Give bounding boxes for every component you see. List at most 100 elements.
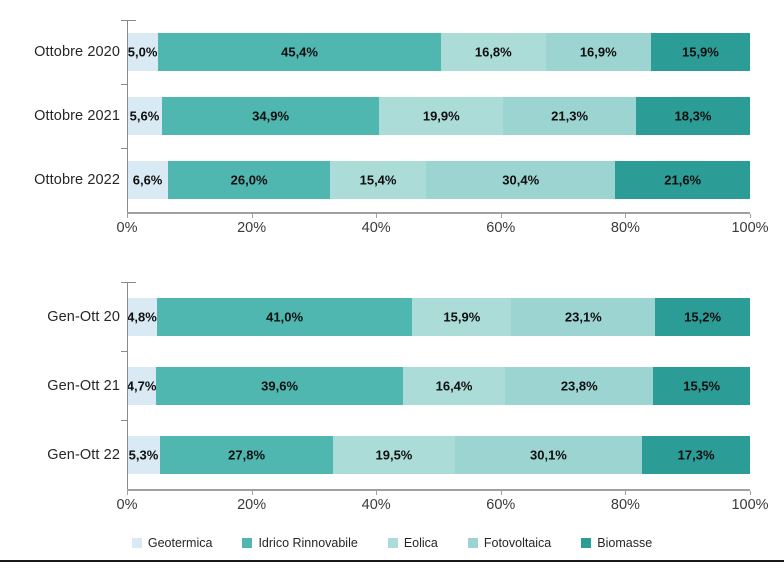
x-axis-tick bbox=[625, 491, 627, 495]
legend-swatch-icon bbox=[467, 538, 478, 548]
category-label: Gen-Ott 21 bbox=[47, 377, 120, 394]
x-axis-tick-label: 80% bbox=[610, 220, 640, 236]
bar-row: Ottobre 2022 6,6% 26,0% 15,4% 30,4% 21,6% bbox=[0, 148, 784, 212]
x-axis-tick bbox=[376, 491, 378, 495]
bar-segment-idrico-rinnovabile: 41,0% bbox=[156, 297, 413, 336]
legend-label: Eolica bbox=[403, 536, 438, 550]
bar-track: 5,3% 27,8% 19,5% 30,1% 17,3% bbox=[127, 435, 750, 474]
bar-segment-idrico-rinnovabile: 39,6% bbox=[156, 366, 403, 405]
category-label: Gen-Ott 22 bbox=[47, 446, 120, 463]
y-axis-tick bbox=[121, 420, 127, 421]
bottom-divider bbox=[0, 560, 784, 562]
bar-segment-eolica: 16,8% bbox=[440, 33, 546, 71]
value-label: 21,6% bbox=[664, 172, 702, 188]
category-label: Gen-Ott 20 bbox=[47, 308, 120, 325]
legend-item-fotovoltaica: Fotovoltaica bbox=[467, 536, 552, 550]
value-label: 15,4% bbox=[359, 172, 397, 188]
chart-gen-ott-cumulative: Gen-Ott 20 4,8% 41,0% 15,9% 23,1% 15,2% Gen-Ot… bbox=[0, 282, 784, 517]
bar-segment-fotovoltaica: 23,8% bbox=[505, 366, 654, 405]
value-label: 17,3% bbox=[677, 447, 715, 462]
value-label: 15,5% bbox=[683, 378, 721, 393]
bar-segment-eolica: 15,4% bbox=[330, 161, 427, 199]
plot-area: Ottobre 2020 5,0% 45,4% 16,8% 16,9% 15,9% Otto… bbox=[0, 20, 784, 212]
value-label: 16,9% bbox=[579, 44, 617, 60]
legend-swatch-icon bbox=[387, 538, 398, 548]
category-label: Ottobre 2020 bbox=[34, 44, 120, 60]
bar-track: 5,0% 45,4% 16,8% 16,9% 15,9% bbox=[127, 33, 750, 71]
bar-segment-geotermica: 5,3% bbox=[127, 435, 161, 474]
legend-item-eolica: Eolica bbox=[387, 536, 438, 550]
category-label: Ottobre 2021 bbox=[34, 108, 120, 124]
y-axis-tick bbox=[121, 84, 127, 85]
category-label: Ottobre 2022 bbox=[34, 172, 120, 188]
x-axis-tick bbox=[251, 491, 253, 495]
y-axis-top-tick bbox=[128, 20, 136, 21]
legend-item-idrico-rinnovabile: Idrico Rinnovabile bbox=[242, 536, 358, 550]
value-label: 4,7% bbox=[126, 378, 157, 393]
value-label: 34,9% bbox=[252, 108, 290, 124]
x-axis: 0% 20% 40% 60% 80% 100% bbox=[117, 489, 769, 517]
value-label: 26,0% bbox=[230, 172, 268, 188]
value-label: 19,9% bbox=[422, 108, 460, 124]
value-label: 15,9% bbox=[681, 44, 719, 60]
x-axis-tick-label: 20% bbox=[237, 497, 267, 513]
bar-row: Gen-Ott 21 4,7% 39,6% 16,4% 23,8% 15,5% bbox=[0, 351, 784, 420]
bar-segment-geotermica: 6,6% bbox=[127, 161, 169, 199]
x-axis-tick bbox=[750, 491, 751, 495]
legend: Geotermica Idrico Rinnovabile Eolica Fotovo… bbox=[0, 536, 784, 550]
value-label: 5,0% bbox=[127, 44, 158, 60]
legend-item-geotermica: Geotermica bbox=[131, 536, 212, 550]
legend-swatch-icon bbox=[581, 538, 592, 548]
bar-segment-fotovoltaica: 21,3% bbox=[503, 97, 636, 135]
value-label: 5,6% bbox=[129, 108, 160, 124]
bar-segment-geotermica: 5,6% bbox=[127, 97, 162, 135]
x-axis-tick bbox=[500, 491, 502, 495]
value-label: 15,2% bbox=[684, 309, 722, 324]
x-axis-tick-label: 60% bbox=[486, 497, 516, 513]
bar-segment-fotovoltaica: 23,1% bbox=[511, 297, 656, 336]
y-axis-line bbox=[121, 282, 136, 489]
bar-track: 5,6% 34,9% 19,9% 21,3% 18,3% bbox=[127, 97, 750, 135]
value-label: 19,5% bbox=[375, 447, 413, 462]
value-label: 15,9% bbox=[443, 309, 481, 324]
x-axis-tick bbox=[625, 214, 627, 218]
x-axis-tick bbox=[127, 491, 128, 495]
x-axis-tick bbox=[500, 214, 502, 218]
value-label: 21,3% bbox=[551, 108, 589, 124]
x-axis-tick bbox=[251, 214, 253, 218]
value-label: 45,4% bbox=[281, 44, 318, 60]
value-label: 23,8% bbox=[560, 378, 598, 393]
legend-label: Biomasse bbox=[597, 536, 653, 550]
x-axis: 0% 20% 40% 60% 80% 100% bbox=[117, 212, 769, 240]
bar-track: 6,6% 26,0% 15,4% 30,4% 21,6% bbox=[127, 161, 750, 199]
bar-segment-idrico-rinnovabile: 26,0% bbox=[168, 161, 331, 199]
y-axis-tick bbox=[121, 282, 127, 283]
x-axis-tick bbox=[127, 214, 128, 218]
legend-label: Fotovoltaica bbox=[483, 536, 552, 550]
bar-segment-fotovoltaica: 30,4% bbox=[426, 161, 616, 199]
x-axis-tick-label: 20% bbox=[237, 220, 267, 236]
bar-segment-geotermica: 5,0% bbox=[127, 33, 159, 71]
x-axis-tick bbox=[376, 214, 378, 218]
y-axis-tick bbox=[121, 20, 127, 21]
y-axis-line bbox=[121, 20, 136, 212]
bar-segment-idrico-rinnovabile: 27,8% bbox=[160, 435, 334, 474]
value-label: 41,0% bbox=[266, 309, 304, 324]
legend-swatch-icon bbox=[242, 538, 253, 548]
x-axis-tick-label: 100% bbox=[731, 497, 769, 513]
x-axis-tick-label: 0% bbox=[116, 220, 138, 236]
bar-segment-biomasse: 21,6% bbox=[615, 161, 750, 199]
bar-row: Ottobre 2020 5,0% 45,4% 16,8% 16,9% 15,9% bbox=[0, 20, 784, 84]
chart-ottobre-monthly: Ottobre 2020 5,0% 45,4% 16,8% 16,9% 15,9% Otto… bbox=[0, 20, 784, 240]
x-axis-tick-label: 0% bbox=[116, 497, 138, 513]
legend-label: Idrico Rinnovabile bbox=[258, 536, 358, 550]
bar-segment-biomasse: 15,2% bbox=[655, 297, 750, 336]
value-label: 39,6% bbox=[261, 378, 299, 393]
y-axis-tick bbox=[121, 148, 127, 149]
bar-track: 4,7% 39,6% 16,4% 23,8% 15,5% bbox=[126, 366, 750, 405]
value-label: 18,3% bbox=[674, 108, 712, 124]
bar-row: Ottobre 2021 5,6% 34,9% 19,9% 21,3% 18,3% bbox=[0, 84, 784, 148]
bar-segment-eolica: 19,9% bbox=[379, 97, 504, 135]
bar-row: Gen-Ott 22 5,3% 27,8% 19,5% 30,1% 17,3% bbox=[0, 420, 784, 489]
